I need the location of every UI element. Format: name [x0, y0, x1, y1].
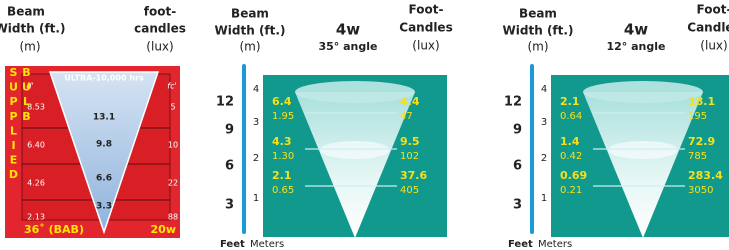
foot-candles: 4.4	[400, 95, 420, 108]
beam-unit: (m)	[19, 40, 40, 54]
fc-header: candles	[134, 22, 186, 36]
beam-header: Width (ft.)	[503, 24, 574, 38]
feet-tick: 6	[513, 159, 522, 174]
cone-mid	[320, 141, 390, 159]
width-m: 0.65	[272, 185, 294, 196]
fc-label: fc'	[167, 82, 176, 91]
feet-tick: 3	[225, 198, 234, 213]
fc-header: Candles	[687, 21, 729, 35]
feet-tick: 12	[504, 95, 522, 110]
angle: 35° angle	[319, 40, 378, 53]
meter-tick: 3	[253, 117, 259, 128]
fc-header: Foot-	[409, 3, 444, 17]
width-m: 1.95	[272, 111, 294, 122]
width-ft: 2.1	[560, 95, 580, 108]
beam-header: Beam	[519, 7, 557, 21]
meter-tick: 1	[253, 193, 259, 204]
beam-header: Beam	[231, 7, 269, 21]
lux: 195	[688, 111, 707, 122]
infographic: Beam Width (ft.) (m) foot-candles (lux) ULTRA…	[0, 0, 729, 250]
feet-tick: 6	[225, 159, 234, 174]
width-ft: 4.3	[272, 135, 292, 148]
beam-header: Width (ft.)	[215, 24, 286, 38]
width-ft: 0.69	[560, 169, 587, 182]
fc-header: Candles	[399, 21, 452, 35]
foot-candles: 37.6	[400, 169, 427, 182]
angle: 12° angle	[607, 40, 666, 53]
beam-width: 6.6	[96, 174, 112, 184]
width-m: 0.64	[560, 111, 582, 122]
fc-unit: (lux)	[146, 40, 173, 54]
meter-tick: 1	[541, 193, 547, 204]
footer-meters: Meters	[250, 239, 284, 250]
width-ft: 2.1	[272, 169, 292, 182]
beam-unit: (m)	[239, 40, 260, 54]
footer-meters: Meters	[538, 239, 572, 250]
beam-width: 13.1	[93, 113, 115, 123]
feet-tick: 3	[513, 198, 522, 213]
feet-tick: 12	[216, 95, 234, 110]
beam-width: 9.8	[96, 140, 112, 150]
foot-candles: 22	[168, 179, 178, 188]
side-label: SUPPLIED BULB	[7, 66, 33, 250]
canvas: Beam Width (ft.) (m) foot-candles (lux) ULTRA…	[0, 0, 729, 250]
meter-tick: 2	[253, 153, 259, 164]
feet-tick: 9	[513, 123, 522, 138]
watts: 20w	[151, 223, 176, 236]
lux: 785	[688, 151, 707, 162]
meter-tick: 2	[541, 153, 547, 164]
fc-header: foot-	[144, 5, 176, 19]
bulb-label: ULTRA-10,000 hrs	[64, 74, 144, 83]
beam-header: Beam	[7, 5, 45, 19]
footer-feet: Feet	[508, 239, 533, 250]
width-ft: 6.4	[272, 95, 292, 108]
lux: 47	[400, 111, 413, 122]
foot-candles: 18.1	[688, 95, 715, 108]
width-m: 0.42	[560, 151, 582, 162]
fc-header: Foot-	[697, 3, 729, 17]
feet-tick: 9	[225, 123, 234, 138]
foot-candles: 10	[168, 141, 178, 150]
lux: 3050	[688, 185, 713, 196]
power: 4w	[624, 21, 648, 39]
foot-candles: 72.9	[688, 135, 715, 148]
power: 4w	[336, 21, 360, 39]
cone-top	[583, 81, 703, 103]
beam-width: 3.3	[96, 202, 112, 212]
footer-feet: Feet	[220, 239, 245, 250]
fc-unit: (lux)	[700, 39, 727, 53]
foot-candles: 283.4	[688, 169, 723, 182]
beam-header: Width (ft.)	[0, 22, 65, 36]
fc-unit: (lux)	[412, 39, 439, 53]
lux: 405	[400, 185, 419, 196]
width-ft: 1.4	[560, 135, 580, 148]
foot-candles: 5	[170, 103, 175, 112]
meter-tick: 4	[253, 84, 259, 95]
lux: 102	[400, 151, 419, 162]
width-m: 1.30	[272, 151, 294, 162]
meter-tick: 3	[541, 117, 547, 128]
meter-tick: 4	[541, 84, 547, 95]
cone-mid	[608, 141, 678, 159]
foot-candles: 9.5	[400, 135, 420, 148]
width-m: 0.21	[560, 185, 582, 196]
beam-unit: (m)	[527, 40, 548, 54]
cone-top	[295, 81, 415, 103]
foot-candles: 88	[168, 213, 178, 222]
